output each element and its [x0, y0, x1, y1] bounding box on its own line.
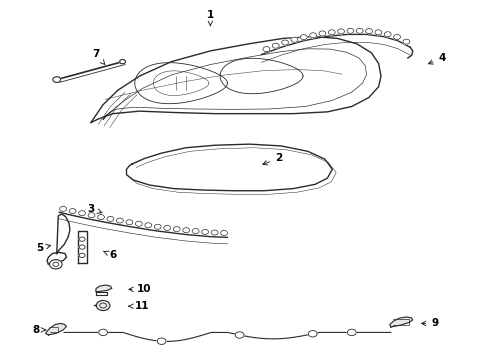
Circle shape — [384, 32, 390, 37]
Circle shape — [79, 211, 85, 216]
Circle shape — [79, 245, 85, 249]
Circle shape — [157, 338, 165, 345]
Text: 8: 8 — [32, 325, 45, 335]
Circle shape — [135, 221, 142, 226]
Circle shape — [60, 206, 66, 211]
Text: 6: 6 — [103, 250, 116, 260]
Text: 1: 1 — [206, 10, 214, 26]
Circle shape — [107, 216, 114, 221]
Circle shape — [96, 301, 110, 311]
Circle shape — [120, 59, 125, 64]
Text: 4: 4 — [427, 53, 445, 64]
Circle shape — [49, 260, 62, 269]
Polygon shape — [96, 285, 112, 292]
Circle shape — [290, 37, 297, 42]
Circle shape — [235, 332, 244, 338]
Circle shape — [192, 229, 199, 234]
Circle shape — [365, 29, 372, 34]
Circle shape — [79, 237, 85, 241]
Circle shape — [163, 225, 170, 230]
Text: 9: 9 — [421, 319, 437, 328]
Polygon shape — [45, 323, 66, 335]
Text: 10: 10 — [129, 284, 151, 294]
Circle shape — [272, 43, 279, 48]
Circle shape — [154, 224, 161, 229]
Circle shape — [173, 226, 180, 231]
Circle shape — [98, 215, 104, 220]
Text: 2: 2 — [262, 153, 282, 165]
Circle shape — [220, 230, 227, 235]
Circle shape — [126, 220, 133, 225]
Circle shape — [88, 213, 95, 218]
Circle shape — [327, 30, 334, 35]
Circle shape — [211, 230, 218, 235]
Polygon shape — [389, 317, 412, 327]
Circle shape — [356, 28, 363, 33]
Text: 3: 3 — [87, 204, 102, 214]
Circle shape — [201, 229, 208, 234]
Circle shape — [337, 29, 344, 34]
Circle shape — [402, 39, 409, 44]
Circle shape — [79, 253, 85, 257]
Circle shape — [53, 77, 61, 82]
Circle shape — [281, 40, 288, 45]
Circle shape — [374, 30, 381, 35]
Circle shape — [308, 330, 317, 337]
Circle shape — [309, 33, 316, 38]
Text: 5: 5 — [36, 243, 50, 253]
Circle shape — [183, 228, 189, 233]
Text: 11: 11 — [128, 301, 149, 311]
Circle shape — [69, 208, 76, 213]
Circle shape — [144, 223, 151, 228]
Circle shape — [99, 329, 107, 336]
Circle shape — [393, 35, 400, 40]
Circle shape — [116, 218, 123, 223]
Text: 7: 7 — [92, 49, 104, 64]
Circle shape — [346, 329, 355, 336]
Circle shape — [300, 35, 306, 40]
Circle shape — [346, 28, 353, 33]
Circle shape — [318, 31, 325, 36]
Circle shape — [263, 46, 269, 51]
